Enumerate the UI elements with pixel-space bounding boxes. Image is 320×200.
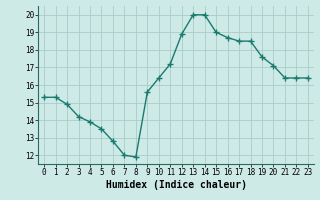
X-axis label: Humidex (Indice chaleur): Humidex (Indice chaleur) (106, 180, 246, 190)
